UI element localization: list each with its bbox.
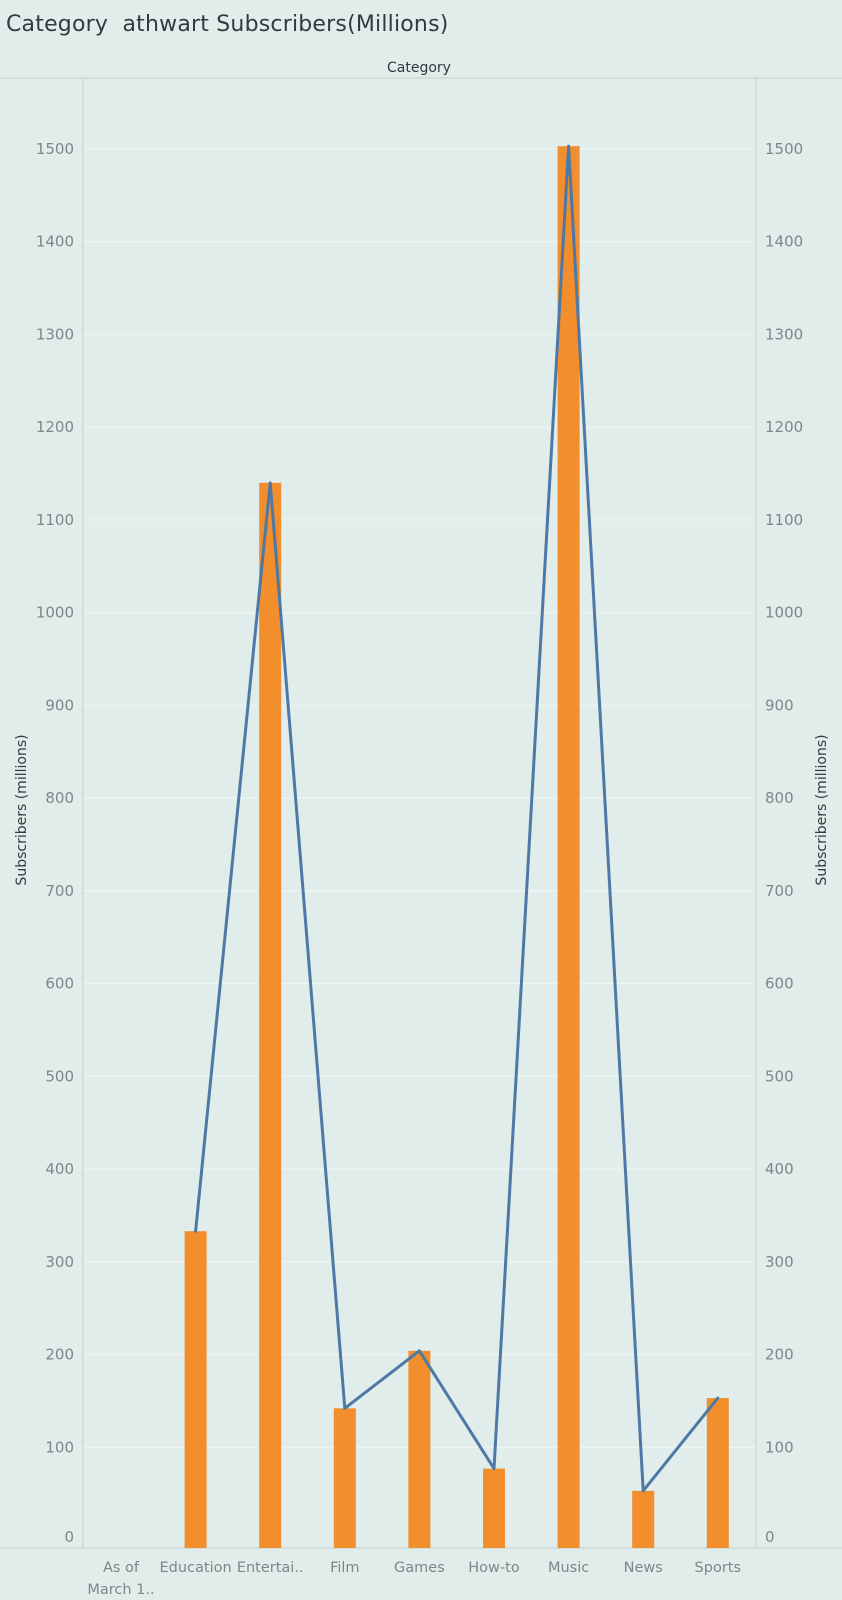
x-tick-label: Entertai.. xyxy=(237,1560,304,1576)
y-tick-label-right: 1300 xyxy=(765,325,803,343)
bar xyxy=(333,1408,356,1548)
x-tick-label: Film xyxy=(330,1560,359,1576)
y-tick-label-left: 800 xyxy=(45,789,74,807)
y-tick-label-left: 1100 xyxy=(36,511,74,529)
x-tick-label: Sports xyxy=(695,1560,741,1576)
y-tick-label-right: 1000 xyxy=(765,604,803,622)
x-tick-label: Music xyxy=(548,1560,589,1576)
y-tick-label-left: 1300 xyxy=(36,325,74,343)
y-tick-label-right: 300 xyxy=(765,1253,794,1271)
column-header-label: Category xyxy=(387,60,451,76)
y-tick-label-left: 1000 xyxy=(36,604,74,622)
bar xyxy=(483,1468,505,1548)
x-tick-label: How-to xyxy=(468,1560,520,1576)
y-tick-label-right: 400 xyxy=(765,1160,794,1178)
y-tick-label-left: 500 xyxy=(45,1067,74,1085)
y-tick-label-left: 400 xyxy=(45,1160,74,1178)
y-axis-title-right: Subscribers (millions) xyxy=(814,734,830,885)
x-tick-label: Education xyxy=(159,1560,231,1576)
y-tick-label-left: 1200 xyxy=(36,418,74,436)
y-tick-label-right: 1100 xyxy=(765,511,803,529)
y-tick-label-left: 0 xyxy=(64,1528,74,1546)
bar xyxy=(557,146,580,1548)
x-tick-label: Games xyxy=(394,1560,445,1576)
y-tick-label-right: 0 xyxy=(765,1528,775,1546)
bar xyxy=(184,1231,207,1548)
y-tick-label-right: 1500 xyxy=(765,140,803,158)
x-tick-label: News xyxy=(624,1560,663,1576)
y-tick-label-left: 200 xyxy=(45,1346,74,1364)
y-tick-label-right: 200 xyxy=(765,1346,794,1364)
y-tick-label-right: 800 xyxy=(765,789,794,807)
series-line xyxy=(194,144,720,1493)
x-tick-label: March 1.. xyxy=(87,1582,154,1598)
y-tick-label-right: 600 xyxy=(765,975,794,993)
y-tick-label-right: 900 xyxy=(765,696,794,714)
y-tick-label-left: 600 xyxy=(45,975,74,993)
bar xyxy=(259,482,282,1549)
chart-title: Category athwart Subscribers(Millions) xyxy=(6,12,449,37)
y-tick-label-right: 1200 xyxy=(765,418,803,436)
bar xyxy=(632,1490,655,1548)
y-tick-label-left: 1500 xyxy=(36,140,74,158)
y-tick-label-right: 100 xyxy=(765,1438,794,1456)
x-tick-label: As of xyxy=(103,1560,140,1576)
y-axis-title-left: Subscribers (millions) xyxy=(14,734,30,885)
y-tick-label-left: 1400 xyxy=(36,233,74,251)
bar xyxy=(408,1350,431,1548)
y-tick-label-right: 1400 xyxy=(765,233,803,251)
y-tick-label-left: 900 xyxy=(45,696,74,714)
y-tick-label-left: 100 xyxy=(45,1438,74,1456)
y-tick-label-left: 700 xyxy=(45,882,74,900)
y-tick-label-right: 500 xyxy=(765,1067,794,1085)
y-tick-label-right: 700 xyxy=(765,882,794,900)
y-tick-label-left: 300 xyxy=(45,1253,74,1271)
bar xyxy=(706,1398,729,1548)
